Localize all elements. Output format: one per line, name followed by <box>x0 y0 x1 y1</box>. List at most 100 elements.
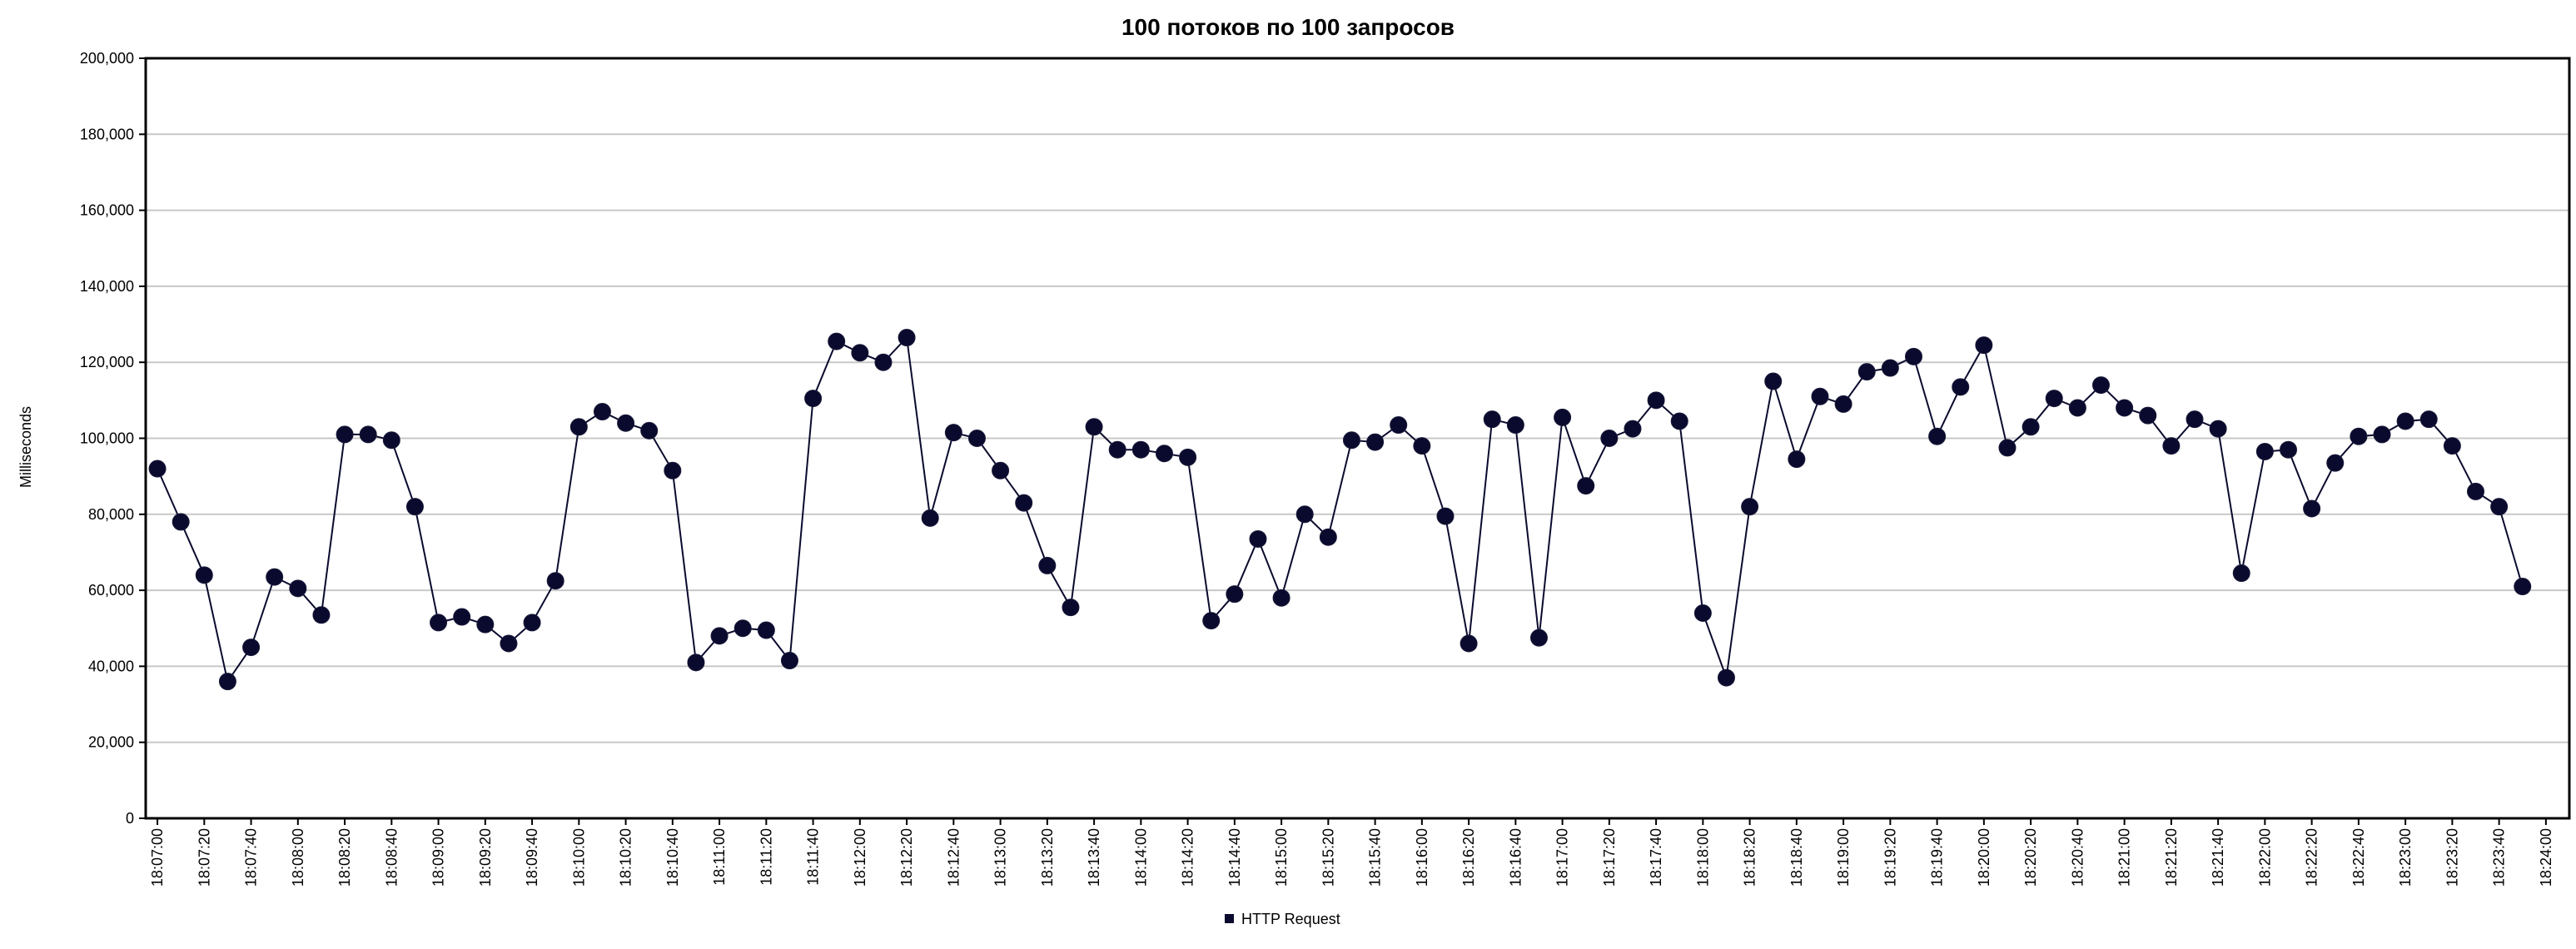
x-tick-label: 18:20:00 <box>1976 828 1992 887</box>
y-tick-label: 0 <box>126 810 134 827</box>
data-point <box>546 572 564 590</box>
x-tick-label: 18:23:20 <box>2444 828 2460 887</box>
data-point <box>430 614 448 632</box>
y-tick-label: 120,000 <box>80 354 134 370</box>
data-point <box>1483 410 1501 429</box>
data-point <box>2419 410 2438 429</box>
chart-title: 100 потоков по 100 запросов <box>1121 14 1455 40</box>
legend-label: HTTP Request <box>1241 911 1340 927</box>
data-point <box>1249 529 1267 548</box>
x-tick-label: 18:21:00 <box>2116 828 2133 887</box>
x-tick-label: 18:10:00 <box>570 828 587 887</box>
y-tick-label: 180,000 <box>80 126 134 142</box>
data-point <box>898 329 916 347</box>
x-tick-label: 18:24:00 <box>2538 828 2554 887</box>
x-tick-label: 18:08:40 <box>383 828 400 887</box>
data-point <box>1038 556 1057 574</box>
data-point <box>266 568 284 586</box>
data-point <box>2162 437 2181 455</box>
data-point <box>1436 507 1455 525</box>
x-tick-label: 18:16:00 <box>1414 828 1430 887</box>
data-point <box>2396 412 2414 430</box>
x-tick-label: 18:22:00 <box>2256 828 2273 887</box>
x-tick-label: 18:22:40 <box>2350 828 2367 887</box>
data-point <box>569 418 588 436</box>
x-tick-label: 18:19:20 <box>1882 828 1898 887</box>
x-tick-label: 18:17:20 <box>1601 828 1618 887</box>
data-point <box>1202 612 1221 630</box>
data-point <box>1319 528 1337 546</box>
data-point <box>2186 410 2204 429</box>
data-point <box>664 461 682 479</box>
x-tick-label: 18:21:40 <box>2210 828 2226 887</box>
y-tick-label: 140,000 <box>80 278 134 295</box>
data-point <box>336 425 354 444</box>
data-point <box>453 608 471 626</box>
data-point <box>1155 445 1173 463</box>
data-point <box>734 619 752 638</box>
data-point <box>2091 376 2110 395</box>
data-point <box>944 424 962 442</box>
data-point <box>2279 440 2297 459</box>
x-tick-label: 18:19:00 <box>1835 828 1852 887</box>
data-point <box>172 513 190 531</box>
data-point <box>1624 420 1642 438</box>
data-point <box>289 579 307 598</box>
legend: HTTP Request <box>1225 911 1340 927</box>
x-tick-label: 18:15:00 <box>1273 828 1290 887</box>
data-point <box>1998 439 2017 457</box>
data-point <box>1881 359 1899 377</box>
x-tick-label: 18:19:40 <box>1929 828 1946 887</box>
data-point <box>1741 498 1759 516</box>
data-point <box>523 614 541 632</box>
data-point <box>1295 505 1314 524</box>
data-point <box>1857 363 1876 381</box>
data-point <box>1131 440 1150 459</box>
y-tick-label: 100,000 <box>80 430 134 447</box>
x-tick-label: 18:14:20 <box>1180 828 1196 887</box>
x-tick-label: 18:09:40 <box>524 828 540 887</box>
x-tick-label: 18:11:20 <box>758 828 774 886</box>
data-point <box>1952 378 1970 396</box>
x-tick-label: 18:21:20 <box>2163 828 2180 887</box>
data-point <box>2116 399 2134 417</box>
data-point <box>1693 604 1712 622</box>
data-point <box>1390 416 1408 435</box>
data-point <box>1834 395 1852 413</box>
data-point <box>2373 425 2391 444</box>
data-point <box>2326 454 2345 472</box>
data-point <box>195 566 213 584</box>
data-point <box>2209 420 2227 438</box>
data-point <box>2490 498 2509 516</box>
data-point <box>1554 408 1572 426</box>
x-tick-label: 18:15:40 <box>1367 828 1384 887</box>
x-tick-label: 18:12:40 <box>945 828 962 887</box>
data-point <box>593 403 611 421</box>
x-tick-label: 18:20:40 <box>2069 828 2086 887</box>
data-point <box>2255 442 2274 460</box>
data-point <box>851 344 869 362</box>
data-point <box>1811 387 1829 405</box>
data-point <box>500 634 518 653</box>
x-tick-label: 18:17:00 <box>1554 828 1571 887</box>
x-tick-label: 18:16:20 <box>1460 828 1477 887</box>
data-point <box>1764 372 1783 390</box>
x-tick-label: 18:17:40 <box>1648 828 1664 887</box>
x-tick-label: 18:18:40 <box>1788 828 1805 887</box>
data-point <box>2045 390 2063 408</box>
data-point <box>687 653 705 672</box>
data-point <box>2443 437 2461 455</box>
data-point <box>382 431 400 450</box>
x-tick-label: 18:13:00 <box>992 828 1009 887</box>
data-point <box>1788 450 1806 469</box>
data-point <box>710 627 729 645</box>
x-tick-label: 18:13:40 <box>1086 828 1102 887</box>
data-point <box>148 460 167 478</box>
y-tick-label: 40,000 <box>88 658 134 674</box>
data-point <box>242 638 261 657</box>
y-tick-label: 200,000 <box>80 50 134 67</box>
x-tick-label: 18:13:20 <box>1039 828 1056 887</box>
y-tick-label: 160,000 <box>80 202 134 219</box>
